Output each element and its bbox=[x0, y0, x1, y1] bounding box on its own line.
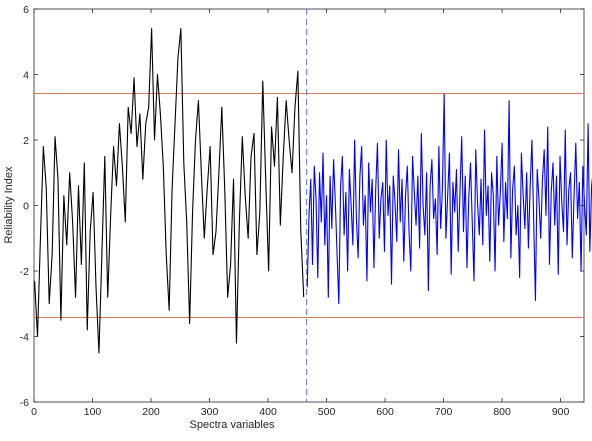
x-tick-label: 700 bbox=[435, 406, 453, 418]
y-tick-label: -6 bbox=[20, 397, 29, 409]
y-tick-label: 4 bbox=[23, 70, 29, 82]
series-layer bbox=[34, 28, 592, 354]
x-tick-label: 300 bbox=[201, 406, 219, 418]
x-tick-label: 800 bbox=[493, 406, 511, 418]
y-tick-label: 0 bbox=[23, 201, 29, 213]
series-line-1 bbox=[34, 28, 305, 354]
x-axis-ticks: 0 100 200 300 400 500 600 700 800 900 bbox=[31, 9, 570, 418]
y-tick-label: -2 bbox=[20, 266, 29, 278]
x-tick-label: 200 bbox=[142, 406, 160, 418]
x-axis-label-1: Spectra variables bbox=[190, 419, 275, 431]
threshold-lines bbox=[34, 92, 584, 319]
x-axis-labels: Spectra variablesNoise variables bbox=[190, 419, 275, 431]
x-tick-label: 400 bbox=[259, 406, 277, 418]
series-line-2 bbox=[306, 93, 592, 305]
y-tick-label: 6 bbox=[23, 4, 29, 16]
y-axis-label: Reliability Index bbox=[3, 166, 15, 244]
x-tick-label: 500 bbox=[318, 406, 336, 418]
x-tick-label: 900 bbox=[552, 406, 570, 418]
y-tick-label: -4 bbox=[20, 332, 29, 344]
y-axis-ticks: -6 -4 -2 0 2 4 6 bbox=[20, 4, 584, 409]
x-tick-label: 100 bbox=[84, 406, 102, 418]
x-tick-label: 0 bbox=[31, 406, 37, 418]
y-tick-label: 2 bbox=[23, 135, 29, 147]
x-tick-label: 600 bbox=[376, 406, 394, 418]
